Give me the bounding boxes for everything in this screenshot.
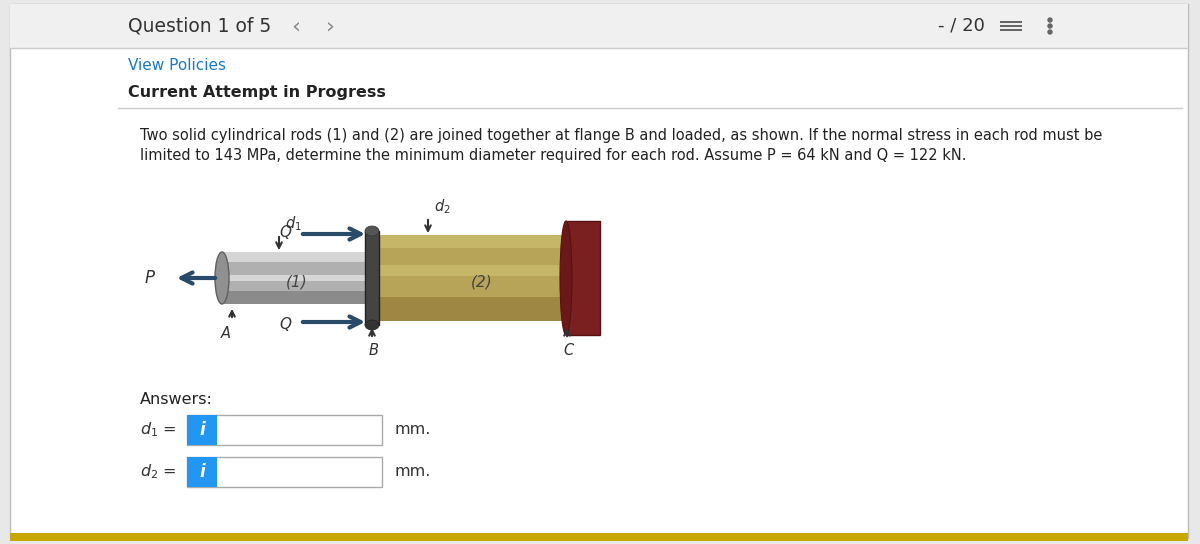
- Text: $Q$: $Q$: [280, 315, 293, 333]
- Bar: [1000, 29, 1022, 31]
- Bar: [372, 265, 572, 276]
- Ellipse shape: [365, 235, 379, 321]
- Text: Two solid cylindrical rods (1) and (2) are joined together at flange B and loade: Two solid cylindrical rods (1) and (2) a…: [140, 128, 1103, 143]
- Bar: [222, 275, 372, 281]
- Ellipse shape: [560, 221, 572, 335]
- Bar: [222, 252, 372, 304]
- Text: ‹: ‹: [292, 16, 300, 36]
- Text: $d_2$: $d_2$: [434, 197, 451, 217]
- Text: C: C: [564, 343, 574, 358]
- Text: $d_2$ =: $d_2$ =: [140, 462, 176, 481]
- Bar: [187, 415, 217, 445]
- Text: $Q$: $Q$: [280, 223, 293, 241]
- Ellipse shape: [215, 252, 229, 304]
- Bar: [372, 235, 572, 321]
- Bar: [1000, 21, 1022, 23]
- Text: View Policies: View Policies: [128, 59, 226, 73]
- Text: A: A: [221, 326, 230, 341]
- Text: mm.: mm.: [394, 423, 431, 437]
- Text: mm.: mm.: [394, 465, 431, 479]
- Bar: [187, 415, 382, 445]
- Text: (1): (1): [286, 275, 308, 289]
- Text: Question 1 of 5: Question 1 of 5: [128, 16, 271, 35]
- Bar: [187, 457, 217, 487]
- Bar: [372, 298, 572, 321]
- Bar: [187, 457, 382, 487]
- Text: $P$: $P$: [144, 269, 156, 287]
- Bar: [372, 235, 572, 248]
- Circle shape: [1048, 24, 1052, 28]
- Bar: [222, 252, 372, 262]
- Text: $d_1$ =: $d_1$ =: [140, 421, 176, 440]
- Bar: [10, 4, 1188, 48]
- Text: i: i: [199, 463, 205, 481]
- Text: i: i: [199, 421, 205, 439]
- Ellipse shape: [365, 226, 379, 236]
- Circle shape: [1048, 30, 1052, 34]
- Text: - / 20: - / 20: [938, 17, 985, 35]
- Text: B: B: [370, 343, 379, 358]
- Ellipse shape: [366, 252, 378, 304]
- Text: Answers:: Answers:: [140, 392, 212, 407]
- Bar: [566, 221, 600, 335]
- Text: limited to 143 MPa, determine the minimum diameter required for each rod. Assume: limited to 143 MPa, determine the minimu…: [140, 148, 966, 163]
- Bar: [1000, 25, 1022, 27]
- Text: ›: ›: [325, 16, 335, 36]
- Bar: [222, 291, 372, 304]
- Circle shape: [1048, 18, 1052, 22]
- Text: (2): (2): [472, 275, 493, 289]
- Bar: [10, 533, 1188, 541]
- Bar: [365, 231, 379, 325]
- Text: Current Attempt in Progress: Current Attempt in Progress: [128, 84, 386, 100]
- Ellipse shape: [564, 235, 580, 321]
- Ellipse shape: [365, 320, 379, 330]
- Text: $d_1$: $d_1$: [286, 215, 301, 233]
